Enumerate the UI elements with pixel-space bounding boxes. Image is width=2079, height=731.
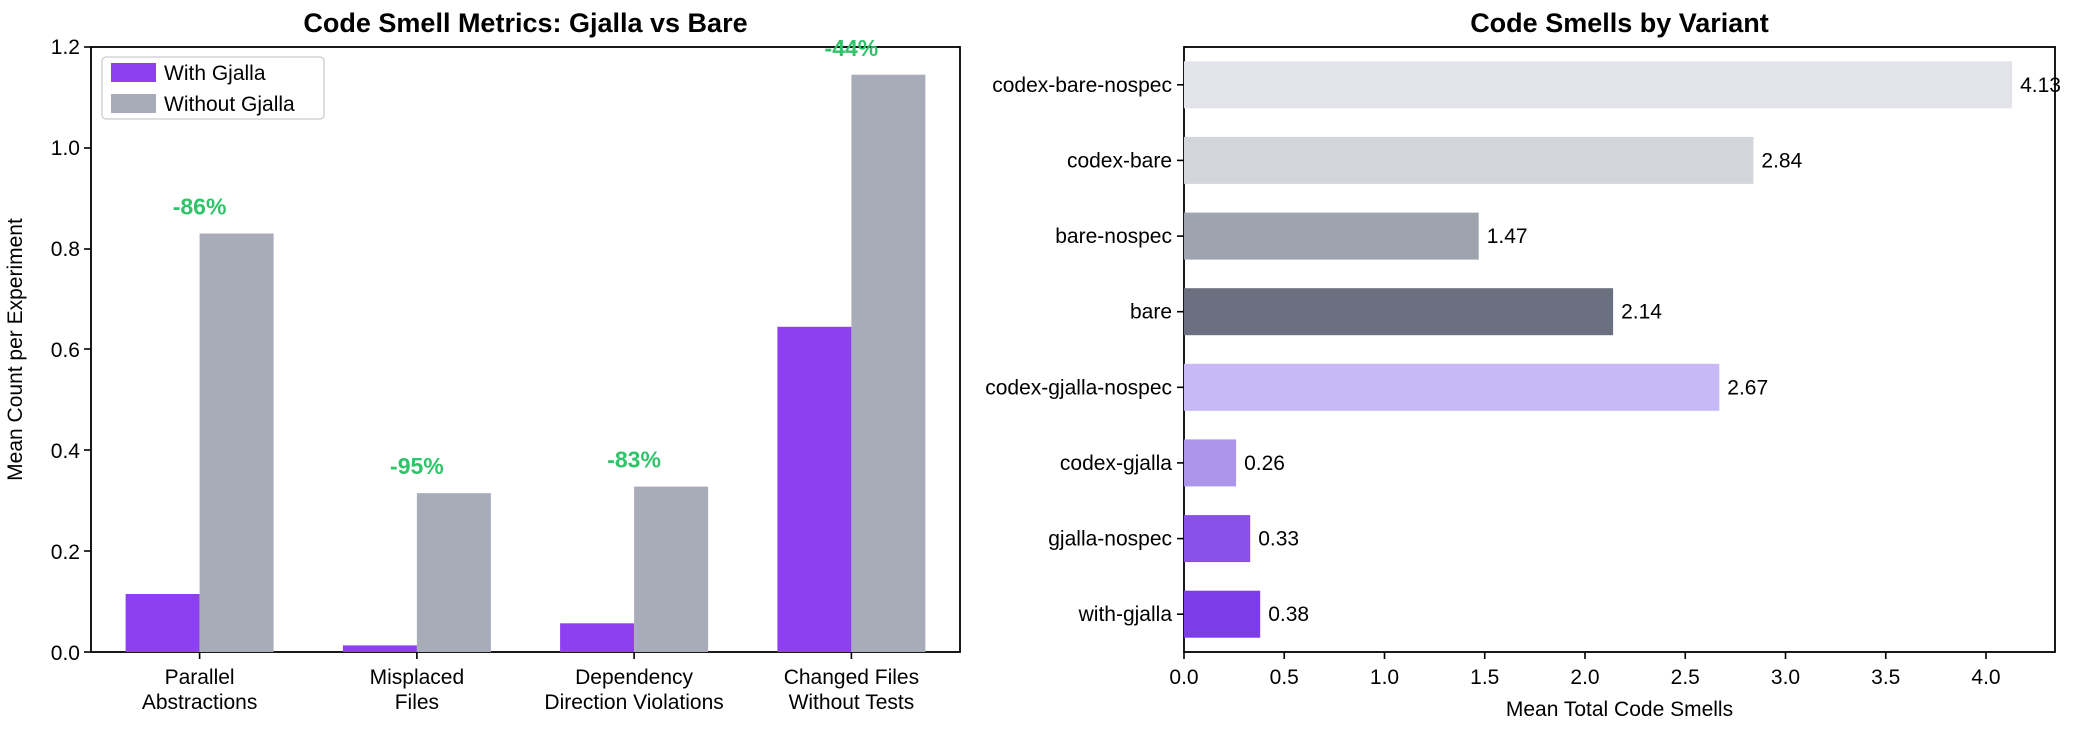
svg-text:0.2: 0.2: [51, 541, 80, 564]
svg-text:gjalla-nospec: gjalla-nospec: [1048, 528, 1172, 551]
svg-text:Misplaced: Misplaced: [370, 666, 465, 689]
svg-text:codex-gjalla-nospec: codex-gjalla-nospec: [985, 376, 1172, 399]
svg-text:Without Gjalla: Without Gjalla: [164, 93, 295, 116]
svg-text:0.0: 0.0: [51, 642, 80, 665]
svg-text:Mean Count per Experiment: Mean Count per Experiment: [4, 218, 27, 481]
svg-text:4.13: 4.13: [2020, 74, 2061, 97]
svg-text:0.26: 0.26: [1244, 452, 1285, 475]
svg-text:bare: bare: [1130, 301, 1172, 324]
svg-text:3.5: 3.5: [1871, 666, 1900, 689]
svg-text:2.67: 2.67: [1727, 376, 1768, 399]
svg-text:codex-bare-nospec: codex-bare-nospec: [992, 74, 1172, 97]
svg-text:0.8: 0.8: [51, 238, 80, 261]
svg-text:with-gjalla: with-gjalla: [1078, 603, 1173, 626]
svg-text:codex-bare: codex-bare: [1067, 149, 1172, 172]
svg-text:-83%: -83%: [607, 447, 661, 473]
svg-text:-44%: -44%: [825, 35, 879, 61]
svg-text:Parallel: Parallel: [165, 666, 235, 689]
svg-text:-86%: -86%: [173, 194, 227, 220]
svg-text:2.14: 2.14: [1621, 301, 1662, 324]
svg-text:1.5: 1.5: [1470, 666, 1499, 689]
svg-text:2.84: 2.84: [1761, 149, 1802, 172]
svg-text:1.47: 1.47: [1487, 225, 1528, 248]
svg-text:-95%: -95%: [390, 453, 444, 479]
svg-text:bare-nospec: bare-nospec: [1055, 225, 1172, 248]
svg-text:0.33: 0.33: [1258, 528, 1299, 551]
svg-text:4.0: 4.0: [1971, 666, 2000, 689]
svg-text:Abstractions: Abstractions: [142, 691, 258, 714]
svg-text:codex-gjalla: codex-gjalla: [1060, 452, 1172, 475]
svg-text:1.2: 1.2: [51, 36, 80, 59]
svg-text:2.0: 2.0: [1570, 666, 1599, 689]
svg-text:0.0: 0.0: [1169, 666, 1198, 689]
svg-text:3.0: 3.0: [1771, 666, 1800, 689]
svg-text:0.6: 0.6: [51, 339, 80, 362]
svg-text:2.5: 2.5: [1671, 666, 1700, 689]
svg-text:1.0: 1.0: [51, 137, 80, 160]
svg-text:Mean Total Code Smells: Mean Total Code Smells: [1506, 698, 1733, 721]
svg-text:Code Smell Metrics: Gjalla vs: Code Smell Metrics: Gjalla vs Bare: [303, 8, 747, 38]
svg-text:Dependency: Dependency: [575, 666, 693, 689]
svg-text:Changed Files: Changed Files: [784, 666, 919, 689]
svg-text:1.0: 1.0: [1370, 666, 1399, 689]
svg-text:0.38: 0.38: [1268, 603, 1309, 626]
svg-text:Direction Violations: Direction Violations: [544, 691, 723, 714]
svg-text:0.5: 0.5: [1270, 666, 1299, 689]
svg-text:Without Tests: Without Tests: [789, 691, 915, 714]
svg-text:Files: Files: [395, 691, 439, 714]
svg-text:With Gjalla: With Gjalla: [164, 62, 266, 85]
svg-text:0.4: 0.4: [51, 440, 81, 463]
svg-text:Code Smells by Variant: Code Smells by Variant: [1470, 8, 1769, 38]
